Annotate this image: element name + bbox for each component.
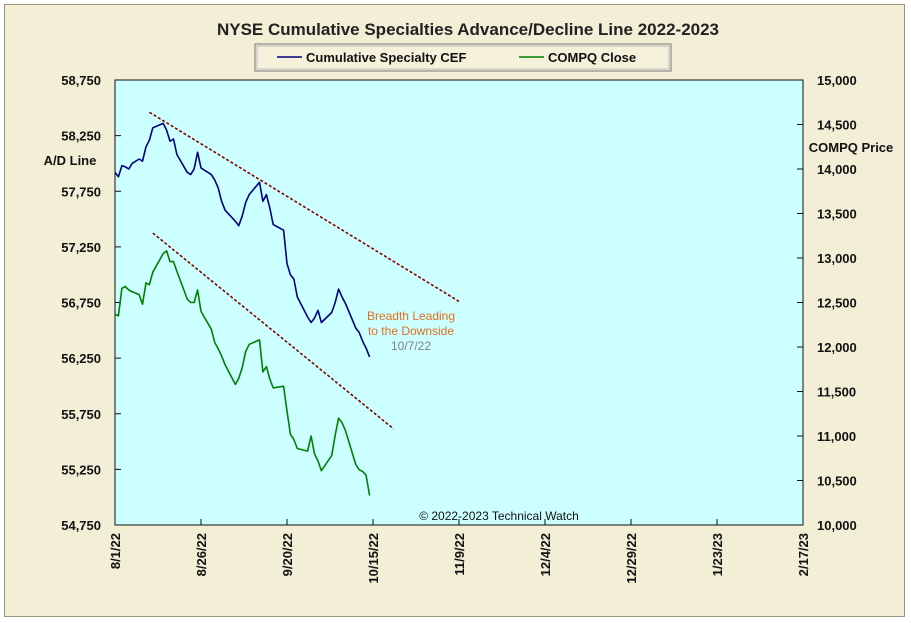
x-ticks: 8/1/22 8/26/22 9/20/22 10/15/22 11/9/22 12/4/… — [108, 519, 811, 584]
annotation-breadth-line1: Breadth Leading — [367, 309, 455, 323]
y-right-title: COMPQ Price — [809, 140, 894, 155]
plot-area — [114, 79, 804, 526]
annotation-breadth-date: 10/7/22 — [391, 339, 431, 353]
y-left-tick-label: 57,750 — [61, 184, 101, 199]
legend-box — [254, 43, 672, 72]
x-tick-label: 1/23/23 — [710, 533, 725, 576]
series-line-cef — [114, 122, 371, 358]
x-tick-label: 8/26/22 — [194, 533, 209, 576]
y-left-tick-label: 54,750 — [61, 518, 101, 533]
trendline-1 — [148, 111, 460, 303]
legend-label-cef: Cumulative Specialty CEF — [306, 50, 466, 65]
y-left-tick-label: 56,750 — [61, 296, 101, 311]
y-right-tick-label: 10,500 — [817, 474, 857, 489]
series-lines — [114, 122, 371, 496]
x-tick-label: 10/15/22 — [366, 533, 381, 584]
x-tick-label: 2/17/23 — [796, 533, 811, 576]
y-right-tick-label: 11,000 — [817, 429, 856, 444]
y-right-tick-label: 13,000 — [817, 251, 857, 266]
y-right-tick-label: 13,500 — [817, 207, 857, 222]
x-tick-label: 11/9/22 — [452, 533, 467, 576]
x-tick-label: 8/1/22 — [108, 533, 123, 569]
annotation-breadth-line2: to the Downside — [368, 324, 454, 338]
y-right-tick-label: 11,500 — [817, 385, 856, 400]
y-right-tick-label: 12,500 — [817, 296, 857, 311]
y-left-tick-label: 55,750 — [61, 407, 101, 422]
x-tick-label: 12/29/22 — [624, 533, 639, 584]
y-right-tick-label: 15,000 — [817, 73, 857, 88]
chart-title: NYSE Cumulative Specialties Advance/Decl… — [217, 20, 719, 39]
y-right-ticks: 15,000 14,500 14,000 13,500 13,000 12,500 12,0… — [797, 73, 857, 533]
y-right-tick-label: 10,000 — [817, 518, 857, 533]
y-left-tick-label: 56,250 — [61, 351, 101, 366]
copyright-text: © 2022-2023 Technical Watch — [419, 509, 579, 523]
trendlines — [148, 111, 460, 430]
x-tick-label: 9/20/22 — [280, 533, 295, 576]
y-left-title: A/D Line — [44, 153, 97, 168]
series-line-compq — [114, 250, 371, 496]
y-left-ticks: 58,750 58,250 57,750 57,250 56,750 56,250 55,7… — [61, 73, 121, 533]
y-left-tick-label: 55,250 — [61, 462, 101, 477]
y-left-tick-label: 57,250 — [61, 240, 101, 255]
y-right-tick-label: 14,500 — [817, 118, 857, 133]
y-left-tick-label: 58,750 — [61, 73, 101, 88]
legend-label-compq: COMPQ Close — [548, 50, 636, 65]
trendline-2 — [152, 232, 395, 430]
y-right-tick-label: 12,000 — [817, 340, 857, 355]
legend: Cumulative Specialty CEF COMPQ Close — [254, 43, 672, 72]
y-left-tick-label: 58,250 — [61, 129, 101, 144]
y-right-tick-label: 14,000 — [817, 162, 857, 177]
x-tick-label: 12/4/22 — [538, 533, 553, 576]
